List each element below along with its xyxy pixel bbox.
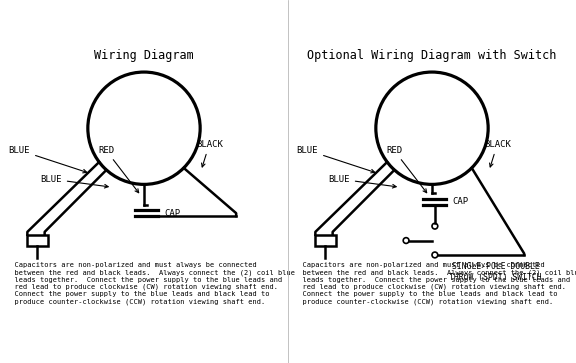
Text: CAP: CAP <box>452 197 468 206</box>
Bar <box>27 235 47 246</box>
Text: BLUE: BLUE <box>9 146 87 173</box>
Text: RED: RED <box>386 146 427 193</box>
Text: BLACK: BLACK <box>484 140 511 167</box>
Text: CAP: CAP <box>164 209 180 218</box>
Text: BLUE: BLUE <box>297 146 375 173</box>
Text: Capacitors are non-polarized and must always be connected
  between the red and : Capacitors are non-polarized and must al… <box>6 262 295 305</box>
Text: RED: RED <box>98 146 139 193</box>
Bar <box>316 235 335 246</box>
Text: SINGLE-POLE DOUBLE
THROW (SPDT) SWITCH: SINGLE-POLE DOUBLE THROW (SPDT) SWITCH <box>449 262 542 282</box>
Text: BLUE: BLUE <box>40 175 108 188</box>
Text: BLACK: BLACK <box>196 140 223 167</box>
Text: Capacitors are non-polarized and must always be connected
  between the red and : Capacitors are non-polarized and must al… <box>294 262 576 305</box>
Text: Optional Wiring Diagram with Switch: Optional Wiring Diagram with Switch <box>308 49 556 62</box>
Text: Wiring Diagram: Wiring Diagram <box>94 49 194 62</box>
Text: BLUE: BLUE <box>328 175 396 188</box>
